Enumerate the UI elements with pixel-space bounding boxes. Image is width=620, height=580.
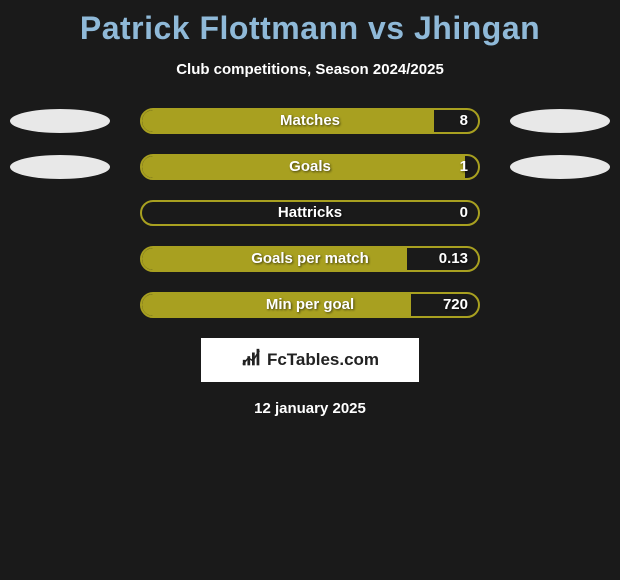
comparison-infographic: Patrick Flottmann vs Jhingan Club compet… [0, 10, 620, 417]
stat-value: 1 [140, 154, 468, 180]
stat-value: 720 [140, 292, 468, 318]
page-subtitle: Club competitions, Season 2024/2025 [0, 61, 620, 78]
attribution-text: FcTables.com [267, 350, 379, 370]
stat-value: 8 [140, 108, 468, 134]
right-player-marker [510, 155, 610, 179]
attribution-brand: FcTables.com [241, 347, 379, 374]
date-text: 12 january 2025 [0, 400, 620, 417]
right-player-marker [510, 109, 610, 133]
page-title: Patrick Flottmann vs Jhingan [0, 10, 620, 47]
stat-rows: Matches8 Goals1 Hattricks0 Goals per match0… [0, 108, 620, 318]
stat-value: 0 [140, 200, 468, 226]
stat-row: Hattricks0 [0, 200, 620, 226]
attribution-badge: FcTables.com [201, 338, 419, 382]
left-player-marker [10, 155, 110, 179]
chart-icon [241, 347, 263, 374]
left-player-marker [10, 109, 110, 133]
stat-value: 0.13 [140, 246, 468, 272]
stat-row: Goals1 [0, 154, 620, 180]
stat-row: Min per goal720 [0, 292, 620, 318]
stat-row: Matches8 [0, 108, 620, 134]
stat-row: Goals per match0.13 [0, 246, 620, 272]
